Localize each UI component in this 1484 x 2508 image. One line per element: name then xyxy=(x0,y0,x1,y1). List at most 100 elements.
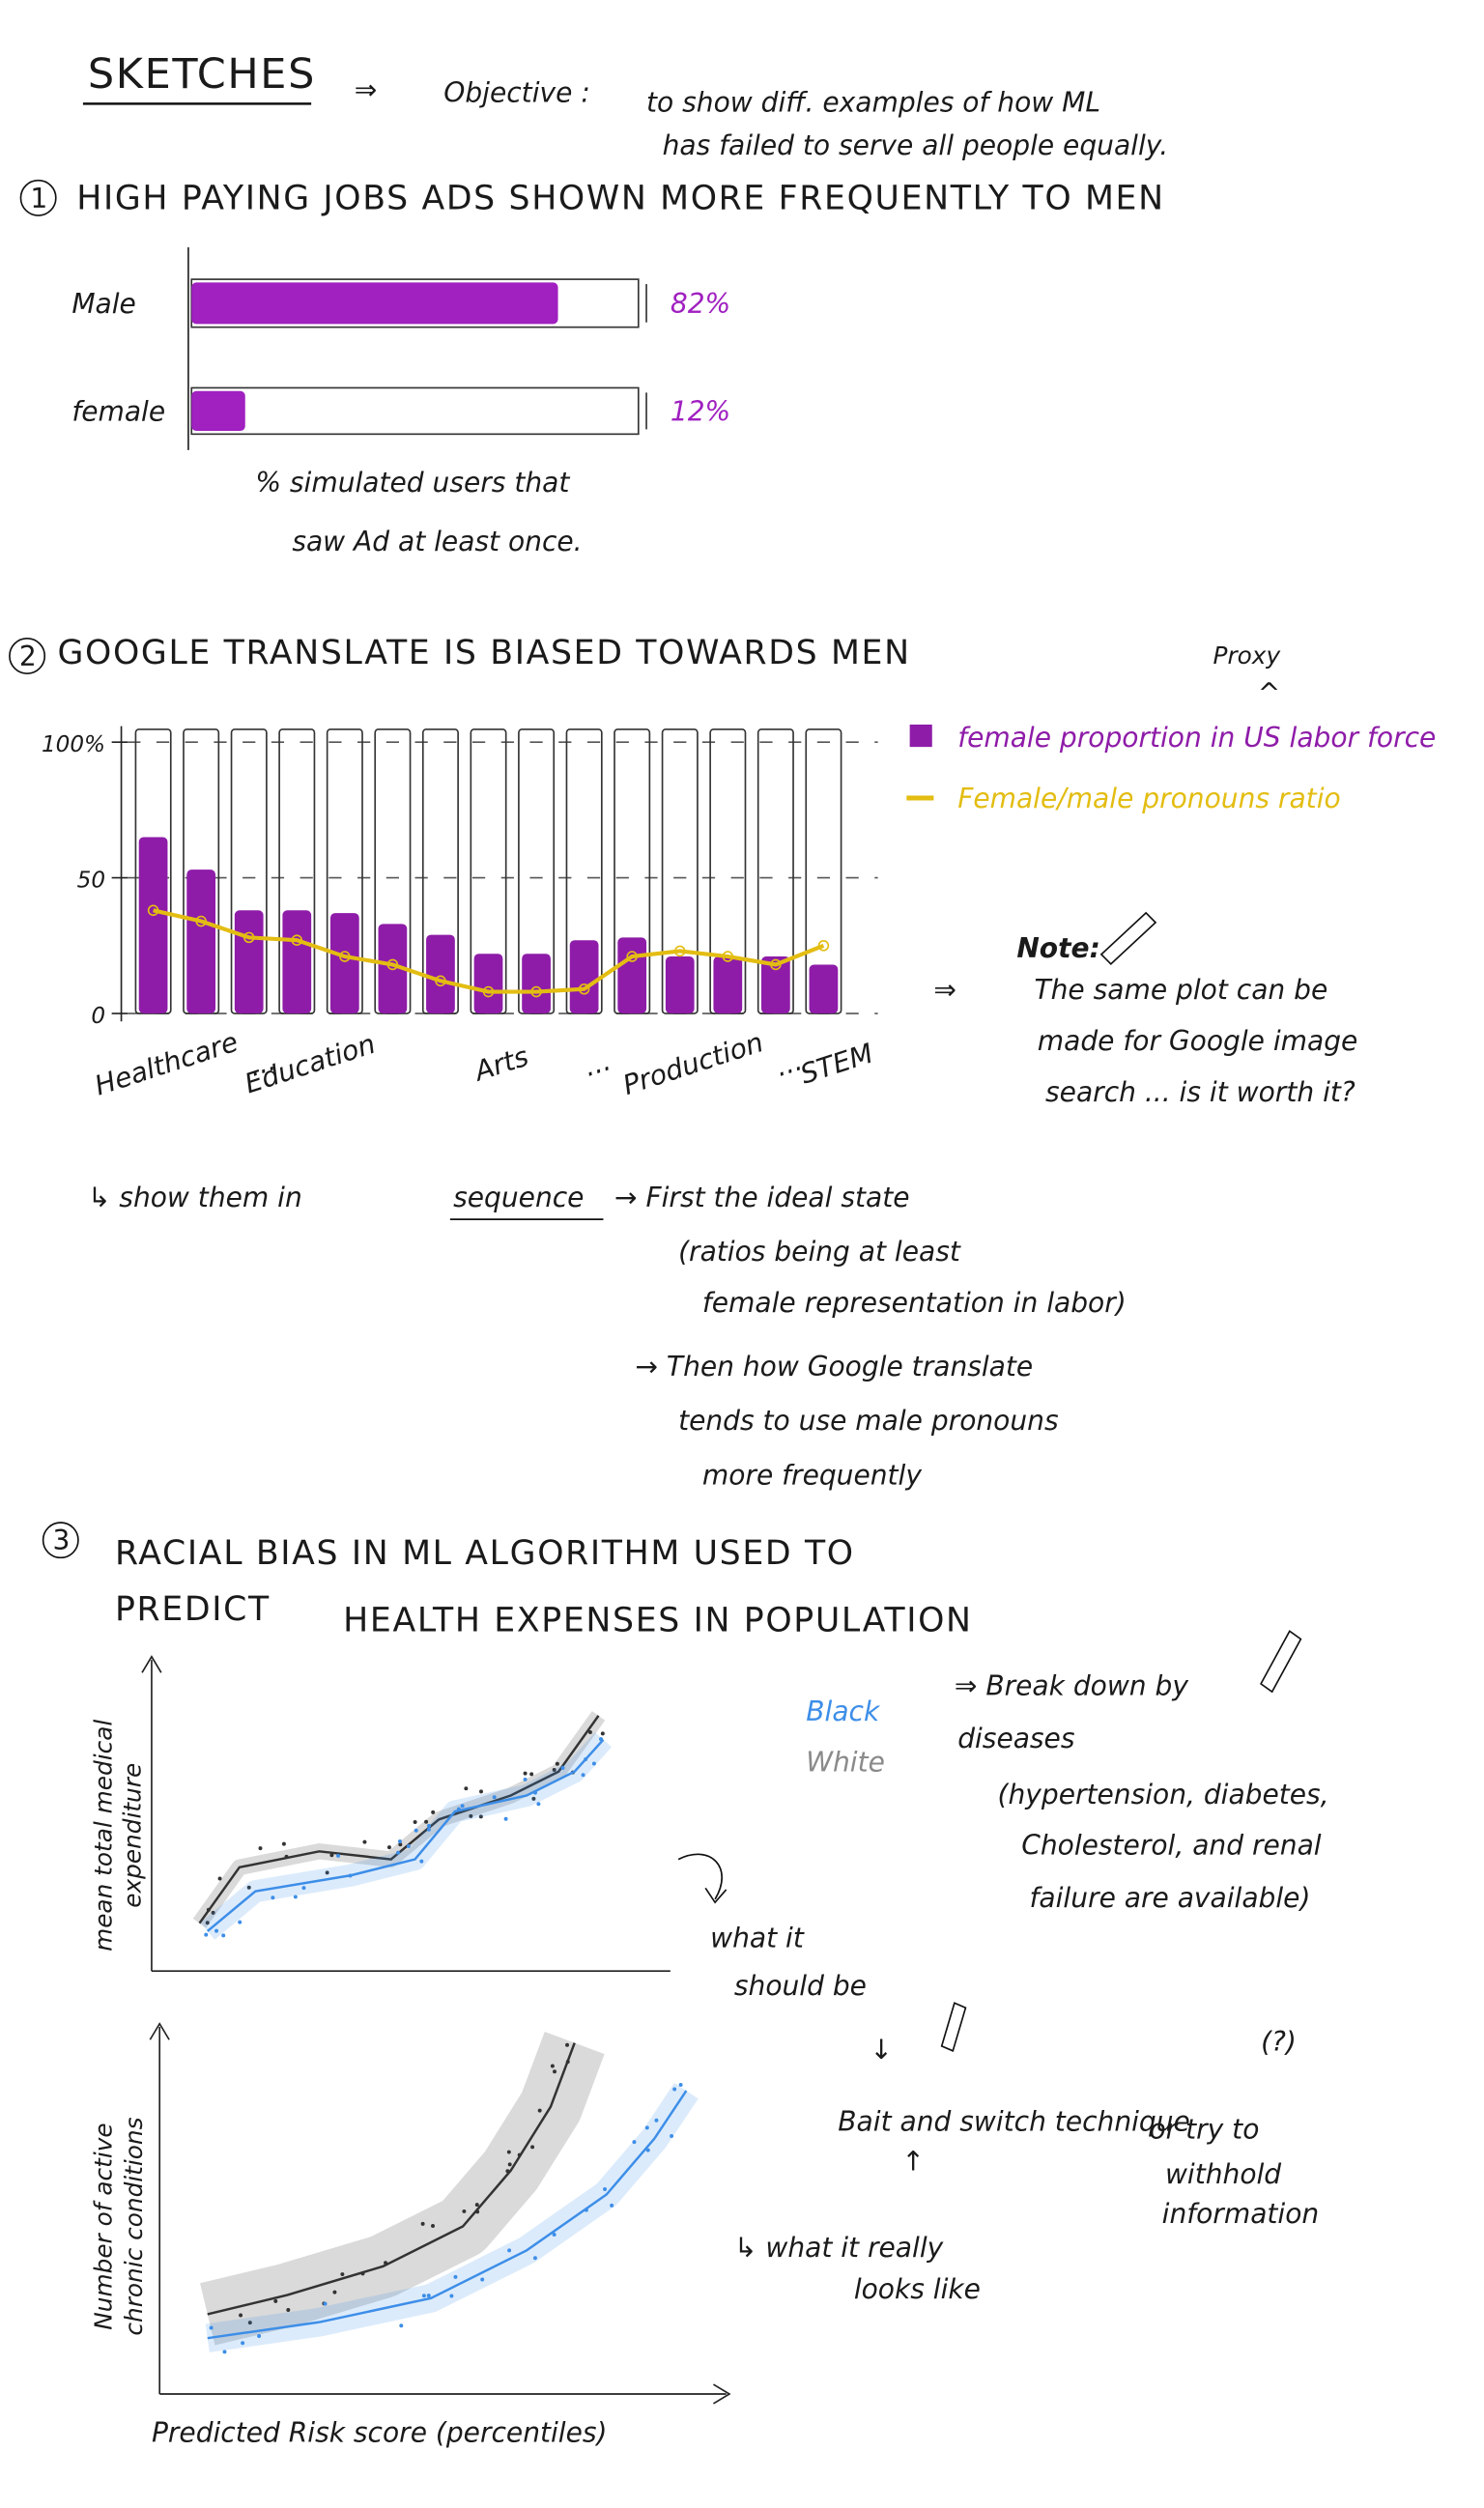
side-note: withhold xyxy=(1165,2158,1281,2190)
sketch-dot xyxy=(478,1814,483,1819)
bar-outline xyxy=(134,728,172,1014)
bar-outline xyxy=(183,728,220,1014)
point xyxy=(770,958,782,971)
section-title: RACIAL BIAS IN ML ALGORITHM USED TO xyxy=(115,1534,855,1573)
sequence-text: female representation in labor) xyxy=(702,1287,1127,1319)
x-tick-label: Production xyxy=(619,1026,767,1101)
sketch-dot xyxy=(479,1789,484,1794)
sketch-dot xyxy=(565,2042,570,2047)
sketch-dot xyxy=(431,1810,436,1814)
point xyxy=(817,940,830,952)
side-note: ↑ xyxy=(901,2146,925,2178)
section-number: 1 xyxy=(30,183,47,214)
bar xyxy=(569,940,599,1014)
point xyxy=(578,983,590,995)
bar-outline xyxy=(518,728,556,1014)
bar-outline xyxy=(565,728,603,1014)
sketch-dot xyxy=(424,1819,429,1824)
sketch-dot xyxy=(206,1907,211,1912)
pencil-icon xyxy=(940,2002,967,2052)
x-tick-label: STEM xyxy=(796,1038,876,1091)
sequence-text: → First the ideal state xyxy=(614,1182,909,1213)
sketch-dot xyxy=(460,1804,465,1809)
value-label: 82% xyxy=(671,288,730,320)
sketch-dot xyxy=(427,1823,431,1828)
point xyxy=(482,985,495,998)
side-note: ↓ xyxy=(870,2034,893,2066)
sketch-dot xyxy=(205,1921,210,1925)
sketch-dot xyxy=(257,2333,262,2338)
point xyxy=(147,904,159,917)
sketch-dot xyxy=(591,1761,596,1766)
sketch-dot xyxy=(209,2325,214,2330)
sketch-dot xyxy=(222,2350,227,2354)
point xyxy=(722,951,734,962)
bar-outline xyxy=(278,728,316,1014)
sequence-text: tends to use male pronouns xyxy=(678,1405,1059,1437)
side-note: failure are available) xyxy=(1030,1882,1311,1914)
sketch-dot xyxy=(426,2294,431,2298)
side-note: information xyxy=(1162,2198,1320,2230)
sketch-dot xyxy=(284,1854,289,1859)
sketch-dot xyxy=(340,2272,345,2277)
y-tick-label: 0 xyxy=(91,1004,105,1029)
sketch-dot xyxy=(507,2162,512,2167)
sketch-dot xyxy=(565,2060,570,2065)
bar xyxy=(713,956,743,1014)
note-text: The same plot can be xyxy=(1034,974,1327,1006)
bar xyxy=(665,956,695,1014)
sketch-dot xyxy=(678,2083,683,2087)
sketch-dot xyxy=(211,1910,215,1915)
bar-outline xyxy=(756,728,794,1014)
bar xyxy=(282,910,312,1014)
sequence-text: ↳ show them in xyxy=(88,1182,302,1213)
bar xyxy=(473,954,503,1014)
section-number: 2 xyxy=(19,641,37,672)
bar xyxy=(186,869,216,1014)
sketch-dot xyxy=(555,1761,559,1766)
sequence-text: → Then how Google translate xyxy=(635,1351,1033,1382)
sketch-dot xyxy=(600,1731,605,1736)
section-number-circle xyxy=(9,637,46,674)
y-tick-label: 50 xyxy=(77,869,105,894)
note-text: search ... is it worth it? xyxy=(1045,1076,1356,1108)
point xyxy=(530,985,542,998)
sketch-dot xyxy=(560,1766,565,1770)
bar xyxy=(329,913,359,1014)
pencil-icon xyxy=(1099,911,1157,965)
sketch-dot xyxy=(397,1838,402,1843)
bar-outline xyxy=(661,728,699,1014)
sequence-text: (ratios being at least xyxy=(678,1236,961,1268)
point xyxy=(626,951,638,962)
trend-curve xyxy=(198,1715,600,1924)
section-number-circle xyxy=(42,1522,79,1559)
sketch-dot xyxy=(325,1870,329,1875)
sketch-dot xyxy=(348,1873,353,1878)
sketch-dot xyxy=(221,1933,226,1938)
side-note: ↳ what it really xyxy=(734,2232,944,2264)
sketch-dot xyxy=(603,2187,608,2192)
sketch-dot xyxy=(506,2150,511,2154)
point xyxy=(291,934,303,946)
sketch-dot xyxy=(632,2140,637,2145)
sketch-dot xyxy=(644,2125,649,2130)
sketch-dot xyxy=(507,2248,512,2253)
trend-curve xyxy=(206,1738,605,1932)
sketch-dot xyxy=(332,2290,337,2294)
annotation: ^ xyxy=(1258,677,1281,709)
side-note: looks like xyxy=(854,2273,981,2305)
trend-curve xyxy=(207,2090,688,2340)
side-note: (hypertension, diabetes, xyxy=(998,1779,1329,1810)
arrow: ⇒ xyxy=(355,73,378,105)
section-number-circle xyxy=(19,179,57,216)
y-axis-label: expenditure xyxy=(118,1763,146,1908)
sequence-text: more frequently xyxy=(702,1459,922,1491)
caption: % simulated users that xyxy=(255,467,570,499)
objective-text: has failed to serve all people equally. xyxy=(663,129,1169,161)
legend-label: White xyxy=(806,1747,885,1779)
bar-outline xyxy=(190,386,640,436)
sketch-dot xyxy=(421,2294,426,2298)
annotation: Proxy xyxy=(1213,641,1281,670)
sketch-dot xyxy=(456,1807,461,1811)
